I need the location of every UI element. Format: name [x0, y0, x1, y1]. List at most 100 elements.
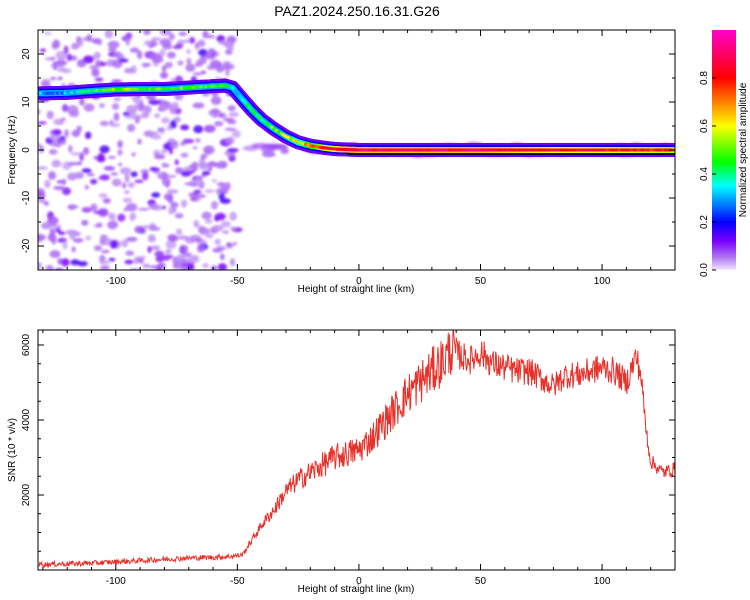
noise-blob	[211, 108, 220, 115]
noise-blob	[131, 95, 140, 101]
noise-blob	[168, 206, 175, 215]
noise-blob	[204, 189, 215, 194]
noise-blob	[130, 171, 138, 178]
noise-blob	[193, 72, 202, 76]
noise-blob	[109, 239, 119, 249]
noise-blob	[47, 216, 59, 226]
noise-blob	[184, 236, 196, 244]
noise-blob	[154, 153, 166, 160]
noise-blob	[161, 177, 171, 187]
noise-blob	[192, 102, 205, 109]
colorbar-tick-label: 0.4	[699, 167, 710, 181]
noise-blob	[126, 105, 138, 114]
noise-blob	[124, 115, 136, 119]
noise-blob	[197, 39, 206, 47]
noise-blob	[121, 239, 129, 248]
noise-blob	[67, 204, 77, 210]
noise-blob	[50, 76, 57, 81]
noise-blob	[44, 31, 52, 36]
noise-blob	[151, 55, 164, 64]
noise-blob	[162, 257, 170, 261]
noise-blob	[107, 155, 117, 159]
noise-blob	[55, 227, 61, 233]
noise-blob	[177, 253, 185, 262]
noise-blob	[77, 260, 88, 267]
noise-blob	[45, 264, 54, 270]
noise-blob	[84, 184, 90, 190]
noise-blob	[129, 212, 137, 220]
noise-blob	[124, 259, 134, 265]
noise-blob	[167, 234, 178, 242]
noise-blob	[210, 265, 218, 270]
x-tick-label: -100	[106, 576, 126, 587]
noise-blob	[108, 212, 114, 220]
noise-blob	[216, 35, 226, 43]
noise-blob	[151, 192, 161, 198]
x-tick-label: 50	[475, 276, 487, 287]
noise-blob	[136, 50, 143, 60]
noise-blob	[182, 138, 195, 144]
y-tick-label: 0	[21, 147, 32, 153]
noise-blob	[195, 138, 201, 143]
colorbar-tick-label: 0.8	[699, 71, 710, 85]
noise-blob	[167, 51, 176, 59]
noise-blob	[164, 61, 173, 69]
noise-blob	[141, 112, 150, 119]
noise-blob	[93, 210, 105, 215]
noise-blob	[137, 207, 150, 211]
noise-blob	[110, 172, 118, 176]
noise-blob	[71, 42, 80, 50]
noise-blob	[188, 192, 200, 198]
y-tick-label: 20	[21, 48, 32, 60]
noise-blob	[180, 152, 189, 158]
y-tick-label: -10	[21, 190, 32, 205]
noise-blob	[186, 58, 192, 65]
noise-blob	[225, 136, 235, 145]
noise-blob	[208, 167, 213, 171]
noise-blob	[192, 161, 199, 167]
x-tick-label: 0	[356, 576, 362, 587]
noise-blob	[53, 185, 66, 191]
noise-blob	[203, 145, 215, 155]
noise-blob	[62, 241, 68, 250]
noise-blob	[224, 182, 231, 191]
snr-x-ticks: -100 -50 0 50 100	[42, 330, 676, 587]
noise-blob	[53, 118, 64, 126]
noise-blob	[51, 159, 62, 168]
noise-blob	[180, 245, 189, 253]
noise-blob	[222, 230, 230, 234]
noise-blob	[223, 41, 235, 48]
noise-blob	[231, 129, 241, 138]
noise-blob	[140, 169, 150, 174]
noise-blob	[52, 129, 62, 136]
noise-blob	[83, 147, 90, 156]
spectrogram-y-ticks: -20 -10 0 10 20	[21, 29, 675, 271]
noise-blob	[230, 227, 237, 231]
y-tick-label: 4000	[21, 408, 32, 431]
noise-blob	[182, 251, 192, 258]
noise-blob	[98, 103, 105, 109]
noise-blob	[193, 220, 200, 228]
noise-blob	[70, 259, 80, 266]
noise-blob	[84, 131, 92, 140]
noise-blob	[124, 190, 130, 195]
noise-blob	[102, 198, 111, 204]
noise-blob	[178, 31, 188, 36]
noise-blob	[121, 182, 127, 189]
noise-blob	[161, 65, 167, 73]
noise-blob	[49, 228, 56, 236]
noise-blob	[71, 246, 76, 253]
noise-blob	[61, 258, 70, 267]
noise-blob	[194, 42, 200, 50]
snr-y-label: SNR (10 * v/v)	[7, 418, 18, 482]
noise-blob	[150, 245, 161, 251]
noise-blob	[122, 197, 133, 203]
noise-blob	[136, 255, 146, 260]
noise-blob	[49, 250, 61, 259]
noise-blob	[209, 59, 222, 68]
noise-blob	[214, 121, 224, 127]
noise-blob	[202, 263, 209, 269]
noise-blob	[226, 119, 237, 125]
noise-blob	[156, 267, 163, 270]
